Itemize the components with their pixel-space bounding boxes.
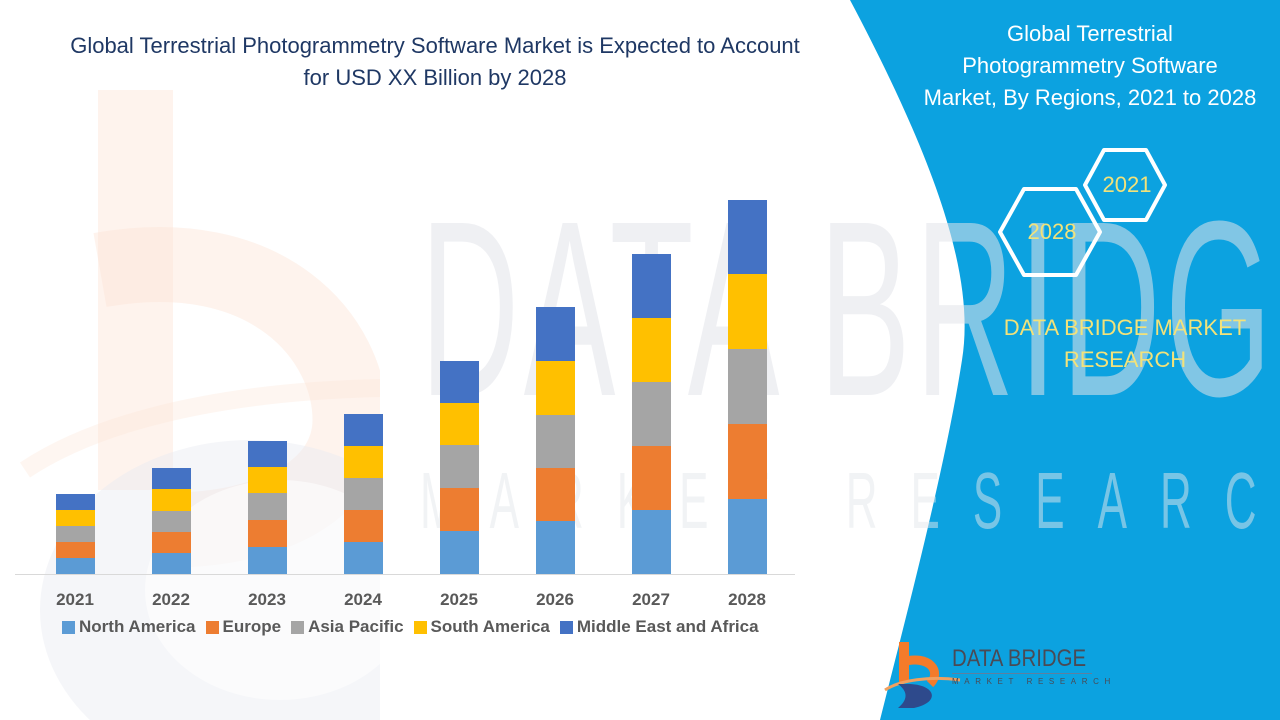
bar-segment-europe: [631, 446, 671, 510]
brand-text-line-2: RESEARCH: [1063, 347, 1187, 372]
bar-segment-europe: [247, 520, 287, 547]
bar-2021: [55, 494, 95, 574]
x-axis-label: 2027: [632, 590, 670, 609]
bar-segment-asia-pacific: [535, 415, 575, 468]
bar-2024: [343, 414, 383, 574]
bar-segment-europe: [151, 532, 191, 553]
legend-label: South America: [430, 617, 550, 636]
bar-segment-south-america: [343, 446, 383, 478]
bar-2027: [631, 254, 671, 574]
bar-segment-middle-east-and-africa: [631, 254, 671, 318]
brand-text: DATA BRIDGE MARKET RESEARCH: [970, 312, 1280, 376]
x-axis-line: [15, 574, 795, 575]
bar-segment-middle-east-and-africa: [439, 361, 479, 403]
legend-swatch-icon: [62, 620, 75, 634]
bar-segment-north-america: [247, 547, 287, 574]
bar-segment-north-america: [439, 531, 479, 574]
x-axis-label: 2023: [248, 590, 286, 609]
x-axis-label: 2022: [152, 590, 190, 609]
bar-segment-asia-pacific: [631, 382, 671, 446]
bar-segment-north-america: [55, 558, 95, 574]
bar-segment-asia-pacific: [343, 478, 383, 510]
bar-2028: [727, 200, 767, 574]
bar-segment-north-america: [535, 521, 575, 574]
bar-segment-middle-east-and-africa: [535, 307, 575, 361]
data-bridge-logo-icon: [884, 642, 961, 708]
legend-swatch-icon: [291, 620, 305, 634]
bar-segment-middle-east-and-africa: [247, 441, 287, 467]
bar-segment-north-america: [343, 542, 383, 574]
side-title-line-2: Photogrammetry Software: [962, 53, 1218, 78]
bar-2025: [439, 361, 479, 574]
bar-segment-europe: [343, 510, 383, 542]
bar-segment-europe: [55, 542, 95, 558]
logo-name: DATA BRIDGE: [952, 645, 1087, 672]
bar-2026: [535, 307, 575, 574]
legend-label: Middle East and Africa: [576, 617, 759, 636]
legend-item-europe: Europe: [205, 617, 282, 637]
side-panel-title: Global Terrestrial Photogrammetry Softwa…: [895, 18, 1280, 114]
stacked-bar-chart: [35, 150, 795, 574]
legend-swatch-icon: [559, 620, 573, 634]
x-axis-label: 2024: [344, 590, 382, 609]
x-axis-label: 2026: [536, 590, 574, 609]
bar-segment-south-america: [631, 318, 671, 382]
bar-segment-europe: [727, 424, 767, 499]
legend-label: North America: [79, 617, 196, 636]
bar-segment-middle-east-and-africa: [55, 494, 95, 510]
bar-segment-south-america: [727, 274, 767, 349]
bar-segment-middle-east-and-africa: [343, 414, 383, 446]
bar-segment-asia-pacific: [151, 511, 191, 532]
logo-tagline: MARKET RESEARCH: [952, 677, 1116, 686]
bar-2023: [247, 441, 287, 574]
x-axis-label: 2025: [440, 590, 478, 609]
bar-segment-south-america: [439, 403, 479, 445]
bar-segment-asia-pacific: [439, 445, 479, 488]
legend-item-asia-pacific: Asia Pacific: [291, 617, 404, 637]
bar-segment-north-america: [151, 553, 191, 574]
logo-divider: [952, 673, 1092, 674]
hex-start-year-label: 2021: [1102, 172, 1152, 197]
legend-label: Europe: [222, 617, 282, 636]
chart-legend: North America Europe Asia Pacific South Ame…: [62, 617, 759, 637]
legend-label: Asia Pacific: [308, 617, 404, 636]
bar-segment-south-america: [55, 510, 95, 526]
x-axis-label: 2021: [56, 590, 94, 609]
bar-segment-europe: [439, 488, 479, 531]
legend-item-north-america: North America: [62, 617, 196, 637]
side-title-line-3: Market, By Regions, 2021 to 2028: [923, 85, 1257, 110]
legend-swatch-icon: [413, 620, 427, 634]
bar-segment-north-america: [631, 510, 671, 574]
x-axis-label: 2028: [728, 590, 766, 609]
legend-item-middle-east-and-africa: Middle East and Africa: [559, 617, 759, 637]
legend-item-south-america: South America: [413, 617, 550, 637]
bar-segment-asia-pacific: [247, 493, 287, 520]
side-title-line-1: Global Terrestrial: [1007, 21, 1173, 46]
hex-end-year-label: 2028: [1027, 219, 1077, 244]
hexagon-icon-end-year: [998, 187, 1102, 277]
bar-segment-north-america: [727, 499, 767, 574]
hexagon-icon-start-year: [1083, 148, 1167, 222]
bar-segment-south-america: [535, 361, 575, 415]
bar-segment-asia-pacific: [727, 349, 767, 424]
bar-segment-south-america: [247, 467, 287, 493]
bar-segment-europe: [535, 468, 575, 521]
bar-2022: [151, 468, 191, 574]
bar-segment-middle-east-and-africa: [727, 200, 767, 274]
bar-segment-middle-east-and-africa: [151, 468, 191, 489]
legend-swatch-icon: [205, 620, 219, 634]
bar-segment-south-america: [151, 489, 191, 511]
brand-text-line-1: DATA BRIDGE MARKET: [1003, 315, 1247, 340]
chart-title-line-2: for USD XX Billion by 2028: [303, 65, 567, 90]
chart-title: Global Terrestrial Photogrammetry Softwa…: [10, 30, 860, 94]
chart-title-line-1: Global Terrestrial Photogrammetry Softwa…: [70, 33, 800, 58]
bar-segment-asia-pacific: [55, 526, 95, 542]
x-axis-labels: 2021 2022 2023 2024 2025 2026 2027 2028: [35, 590, 795, 614]
